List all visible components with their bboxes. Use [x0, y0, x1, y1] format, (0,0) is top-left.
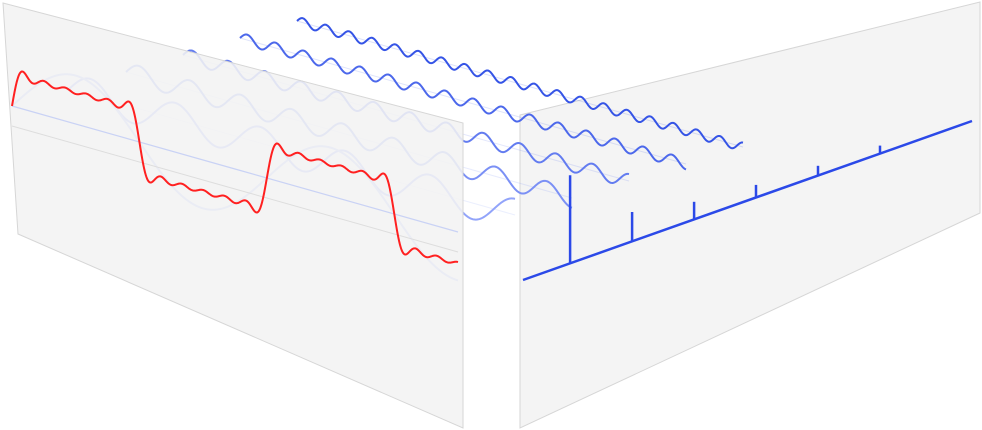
time-domain-guides [11, 105, 459, 253]
square-wave-approximation [11, 70, 459, 264]
spectrum [522, 119, 973, 282]
frequency-axis [522, 119, 973, 282]
time-axis-line [11, 105, 459, 233]
frequency-domain-panel [519, 1, 981, 429]
component-guide-line [239, 37, 687, 165]
harmonic-wave-11 [296, 17, 744, 150]
harmonic-wave-9 [239, 33, 687, 171]
time-domain-panel [2, 2, 464, 429]
time-axis-shadow [11, 125, 459, 253]
